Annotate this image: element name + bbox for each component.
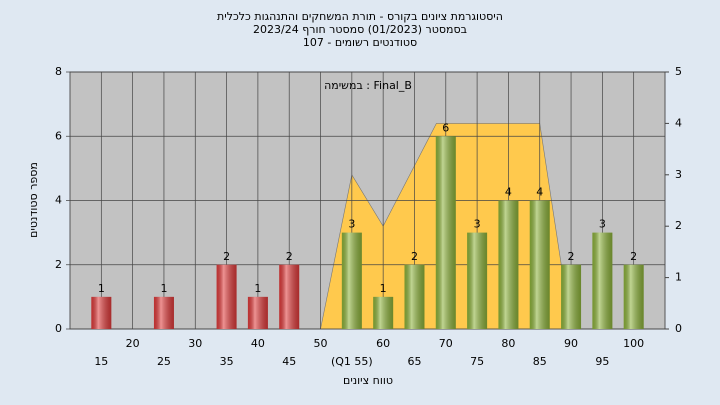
x-tick-label: 20 bbox=[126, 337, 140, 350]
bar-shine bbox=[592, 232, 613, 329]
x-tick-label: 100 bbox=[623, 337, 644, 350]
x-axis-label: טווח ציונים bbox=[343, 374, 393, 387]
y-tick-label: 6 bbox=[55, 129, 62, 142]
bar-shine bbox=[91, 296, 112, 329]
bar-shine bbox=[373, 296, 394, 329]
bar-shine bbox=[529, 200, 550, 329]
x-tick-label: 95 bbox=[595, 355, 609, 368]
data-label: 2 bbox=[286, 250, 293, 263]
y2-tick-label: 0 bbox=[675, 322, 682, 335]
data-label: 1 bbox=[98, 282, 105, 295]
bar-shine bbox=[467, 232, 488, 329]
bar-shine bbox=[623, 264, 644, 329]
x-tick-label: 85 bbox=[533, 355, 547, 368]
bar-shine bbox=[341, 232, 362, 329]
chart-subtitle: סטודנטים רשומים - 107 bbox=[303, 36, 417, 49]
bar-shine bbox=[216, 264, 237, 329]
data-label: 2 bbox=[630, 250, 637, 263]
data-label: 1 bbox=[254, 282, 261, 295]
y-axis-label: מספר סטודנטים bbox=[27, 162, 40, 238]
chart-title: היסטוגרמת ציונים בקורס - תורת המשחקים וה… bbox=[217, 10, 503, 23]
x-tick-label: 60 bbox=[376, 337, 390, 350]
y-tick-label: 2 bbox=[55, 258, 62, 271]
x-tick-label: 75 bbox=[470, 355, 484, 368]
y2-tick-label: 4 bbox=[675, 116, 682, 129]
data-label: 6 bbox=[442, 121, 449, 134]
annotation: במשימה : Final_B bbox=[324, 79, 412, 92]
bar-shine bbox=[498, 200, 519, 329]
y2-tick-label: 2 bbox=[675, 219, 682, 232]
bar-shine bbox=[561, 264, 582, 329]
y-tick-label: 4 bbox=[55, 194, 62, 207]
x-tick-label: 30 bbox=[188, 337, 202, 350]
x-tick-label: 45 bbox=[282, 355, 296, 368]
x-tick-label: 50 bbox=[314, 337, 328, 350]
data-label: 2 bbox=[223, 250, 230, 263]
y-tick-label: 8 bbox=[55, 65, 62, 78]
y2-tick-label: 1 bbox=[675, 271, 682, 284]
x-tick-label: 80 bbox=[501, 337, 515, 350]
bar-shine bbox=[247, 296, 268, 329]
data-label: 3 bbox=[474, 218, 481, 231]
x-tick-label: 35 bbox=[220, 355, 234, 368]
data-label: 3 bbox=[348, 218, 355, 231]
data-label: 4 bbox=[536, 186, 543, 199]
data-label: 3 bbox=[599, 218, 606, 231]
x-tick-label: 15 bbox=[94, 355, 108, 368]
data-label: 2 bbox=[411, 250, 418, 263]
x-tick-label: 90 bbox=[564, 337, 578, 350]
bar-shine bbox=[153, 296, 174, 329]
bar-shine bbox=[404, 264, 425, 329]
y-tick-label: 0 bbox=[55, 322, 62, 335]
data-label: 2 bbox=[568, 250, 575, 263]
x-tick-label: 40 bbox=[251, 337, 265, 350]
bar-shine bbox=[279, 264, 300, 329]
data-label: 1 bbox=[380, 282, 387, 295]
y2-tick-label: 5 bbox=[675, 65, 682, 78]
x-tick-label: (Q1 55) bbox=[331, 355, 373, 368]
data-label: 4 bbox=[505, 186, 512, 199]
x-tick-label: 65 bbox=[407, 355, 421, 368]
data-label: 1 bbox=[160, 282, 167, 295]
chart-subtitle: בסמסטר (01/2023) סמסטר חורף 2023/24 bbox=[253, 23, 467, 36]
x-tick-label: 70 bbox=[439, 337, 453, 350]
y2-tick-label: 3 bbox=[675, 168, 682, 181]
bar-shine bbox=[435, 136, 456, 329]
x-tick-label: 25 bbox=[157, 355, 171, 368]
